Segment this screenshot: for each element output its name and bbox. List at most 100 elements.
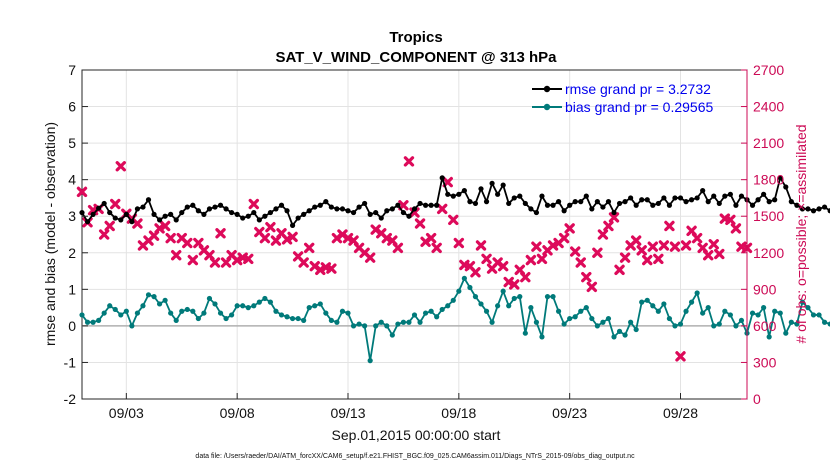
bias-point — [373, 323, 379, 329]
obs-marker — [647, 241, 658, 252]
rmse-point — [821, 204, 828, 210]
bias-point — [284, 314, 290, 320]
bias-point — [411, 312, 418, 318]
rmse-point — [755, 197, 761, 203]
rmse-point — [367, 211, 373, 217]
obs-marker — [409, 207, 420, 218]
bias-point — [184, 306, 190, 313]
y-tick-label: -2 — [64, 391, 77, 407]
bias-point — [650, 303, 656, 309]
footnote: data file: /Users/raeder/DAI/ATM_forcXX/… — [195, 453, 635, 460]
obs-marker — [636, 245, 647, 256]
obs-marker — [614, 264, 625, 276]
rmse-point — [506, 200, 512, 207]
y-tick-label: 3 — [68, 208, 76, 224]
bias-point — [312, 303, 318, 309]
bias-point — [362, 323, 368, 329]
bias-point — [179, 308, 185, 314]
rmse-point — [389, 206, 395, 212]
bias-point — [289, 315, 296, 322]
rmse-point — [500, 182, 506, 188]
rmse-point — [339, 206, 346, 212]
rmse-point — [362, 200, 368, 207]
bias-point — [605, 315, 612, 322]
bias-point — [777, 310, 783, 316]
obs-marker — [326, 263, 337, 274]
chart-subtitle: SAT_V_WIND_COMPONENT @ 313 hPa — [275, 49, 557, 66]
obs-marker — [642, 254, 653, 266]
bias-point — [666, 315, 673, 322]
rmse-point — [317, 202, 323, 208]
rmse-point — [162, 213, 168, 219]
obs-marker — [437, 203, 448, 215]
rmse-point — [417, 200, 423, 207]
legend-rmse-label: rmse grand pr = 3.2732 — [565, 81, 711, 97]
obs-marker — [287, 231, 298, 243]
obs-marker — [653, 253, 664, 265]
rmse-point — [234, 211, 240, 217]
rmse-point — [605, 199, 612, 205]
rmse-point — [256, 217, 262, 223]
obs-marker — [159, 220, 171, 232]
y2-tick-label: 0 — [753, 391, 761, 407]
rmse-point — [378, 215, 384, 221]
bias-point — [633, 326, 639, 333]
bias-point — [118, 312, 124, 318]
bias-point — [727, 312, 733, 318]
bias-point — [195, 315, 201, 322]
rmse-point — [589, 206, 595, 212]
bias-point — [217, 310, 224, 316]
rmse-point — [195, 208, 201, 214]
rmse-point — [96, 205, 102, 211]
right-axis-ticks: 0 300 600 900 1200 1500 1800 2100 2400 2700 — [741, 62, 784, 407]
bias-point — [772, 308, 778, 314]
rmse-point — [461, 188, 467, 194]
rmse-point — [661, 195, 667, 201]
rmse-point — [151, 211, 157, 217]
rmse-point — [600, 204, 606, 210]
rmse-point — [794, 202, 800, 208]
obs-marker — [564, 223, 575, 234]
rmse-point — [644, 197, 650, 203]
obs-marker — [398, 200, 409, 211]
rmse-point — [611, 209, 617, 216]
bias-point — [705, 305, 711, 311]
rmse-point — [528, 206, 534, 212]
obs-marker — [664, 220, 675, 232]
bias-point — [628, 319, 634, 325]
bias-point — [229, 312, 235, 318]
obs-marker — [714, 248, 725, 260]
y2-tick-label: 1200 — [753, 245, 784, 261]
obs-marker — [558, 232, 570, 244]
obs-marker — [298, 257, 309, 268]
y2-tick-label: 1800 — [753, 172, 784, 188]
obs-marker — [730, 223, 742, 234]
rmse-point — [168, 211, 174, 217]
bias-point — [262, 295, 268, 302]
y2-tick-label: 2100 — [753, 135, 784, 151]
rmse-point — [190, 202, 196, 208]
rmse-point — [229, 209, 235, 216]
obs-marker — [536, 253, 548, 265]
bias-point — [611, 334, 617, 340]
bias-point — [522, 330, 528, 336]
bias-point — [755, 312, 761, 318]
obs-marker — [76, 186, 88, 198]
bias-point — [794, 321, 800, 327]
rmse-point — [539, 193, 545, 199]
bias-point — [162, 297, 168, 303]
rmse-point — [666, 202, 673, 208]
bias-point — [821, 319, 828, 325]
bias-point — [694, 290, 700, 296]
bias-point — [495, 303, 501, 309]
left-axis-ticks: -2 -1 0 1 2 3 4 5 6 7 — [64, 62, 88, 407]
bias-point — [323, 310, 329, 316]
bias-point — [722, 308, 728, 314]
bias-point — [583, 305, 589, 311]
rmse-point — [156, 217, 163, 223]
obs-marker — [481, 253, 492, 265]
rmse-point — [201, 211, 207, 217]
obs-marker — [115, 161, 126, 172]
obs-marker — [403, 156, 415, 167]
bias-point — [107, 303, 113, 309]
